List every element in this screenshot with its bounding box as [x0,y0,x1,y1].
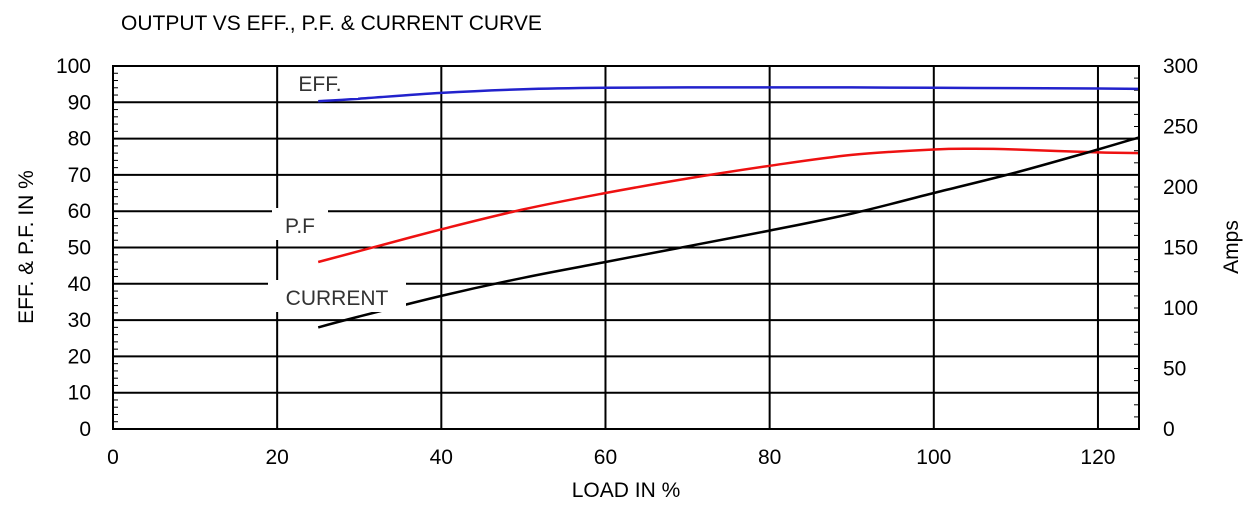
x-tick-label: 20 [265,446,288,469]
x-tick-label: 0 [107,446,119,469]
series-label-bg [268,280,406,312]
series-line-p-f [317,147,1140,264]
x-tick-label: 60 [594,446,617,469]
y2-tick-label: 200 [1163,176,1198,199]
y-tick-label: 30 [68,309,91,332]
y2-tick-label: 0 [1163,418,1175,441]
series-line-eff [318,86,1140,103]
y-tick-label: 20 [68,345,91,368]
y-tick-label: 70 [68,164,91,187]
plot-frame [112,65,1140,430]
series-label-current: CURRENT [286,287,389,310]
y-tick-label: 50 [68,237,91,260]
y2-tick-label: 100 [1163,297,1198,320]
grid [113,66,1139,429]
x-tick-label: 40 [430,446,453,469]
series-labels: EFF. P.F CURRENT [268,66,406,312]
y2-tick-label: 50 [1163,358,1186,381]
y2-axis-title: Amps [1220,220,1243,274]
chart-title: OUTPUT VS EFF., P.F. & CURRENT CURVE [121,12,542,35]
series-layer [317,86,1140,329]
series-label-bg [272,208,328,240]
y-tick-label: 90 [68,91,91,114]
y2-tick-labels: 0 50 100 150 200 250 300 [1163,55,1198,441]
y-axis-title: EFF. & P.F. IN % [15,170,38,324]
y2-tick-label: 150 [1163,237,1198,260]
x-tick-label: 120 [1080,446,1115,469]
series-line-current [317,136,1140,329]
y-tick-label: 10 [68,382,91,405]
x-axis-title: LOAD IN % [572,479,681,502]
series-label-p-f: P.F [285,215,315,238]
y-tick-label: 0 [79,418,91,441]
y-tick-labels: 0 10 20 30 40 50 60 70 80 90 100 [56,55,91,441]
x-tick-labels: 0 20 40 60 80 100 120 [107,446,1115,469]
y2-tick-label: 250 [1163,116,1198,139]
x-tick-label: 100 [916,446,951,469]
y-tick-label: 80 [68,128,91,151]
y-tick-label: 100 [56,55,91,78]
y-tick-label: 60 [68,200,91,223]
series-label-bg [282,66,358,98]
y-tick-label: 40 [68,273,91,296]
x-tick-label: 80 [758,446,781,469]
series-label-eff: EFF. [298,73,341,96]
y2-tick-label: 300 [1163,55,1198,78]
